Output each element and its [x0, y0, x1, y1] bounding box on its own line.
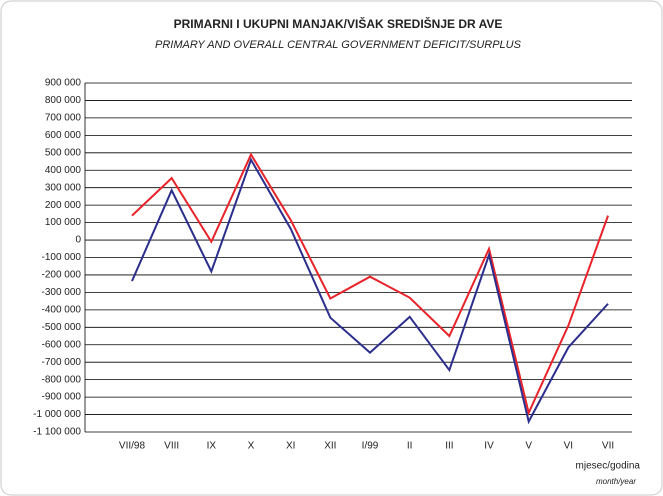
y-tick-label: 700 000	[45, 113, 82, 124]
chart-title: PRIMARNI I UKUPNI MANJAK/VIŠAK SREDIŠNJE…	[174, 16, 503, 31]
x-tick-label: VIII	[164, 441, 179, 452]
y-tick-label: -1 000 000	[33, 409, 81, 420]
x-tick-label: III	[445, 441, 453, 452]
y-tick-label: -300 000	[42, 287, 82, 298]
x-tick-label: VII/98	[119, 441, 146, 452]
x-tick-label: V	[525, 441, 532, 452]
x-tick-label: IV	[484, 441, 494, 452]
x-tick-label: VII	[602, 441, 614, 452]
y-tick-label: -400 000	[42, 304, 82, 315]
y-tick-label: 300 000	[45, 182, 82, 193]
y-tick-label: -900 000	[42, 392, 82, 403]
y-tick-label: 100 000	[45, 217, 82, 228]
x-axis-label-en: month/year	[596, 477, 636, 486]
y-tick-label: 400 000	[45, 165, 82, 176]
y-tick-label: 800 000	[45, 95, 82, 106]
y-tick-label: 600 000	[45, 130, 82, 141]
x-tick-label: XII	[324, 441, 336, 452]
chart-subtitle: PRIMARY AND OVERALL CENTRAL GOVERNMENT D…	[155, 39, 522, 51]
y-tick-label: -500 000	[42, 322, 82, 333]
y-tick-label: -200 000	[42, 270, 82, 281]
y-tick-label: 0	[75, 235, 81, 246]
y-tick-label: 200 000	[45, 200, 82, 211]
x-tick-label: XI	[286, 441, 295, 452]
x-axis-label: mjesec/godina	[576, 461, 641, 472]
y-tick-label: -1 100 000	[33, 427, 81, 438]
y-tick-label: -800 000	[42, 374, 82, 385]
x-tick-label: II	[407, 441, 413, 452]
y-tick-label: -700 000	[42, 357, 82, 368]
x-tick-label: X	[248, 441, 255, 452]
x-tick-label: VI	[564, 441, 573, 452]
x-tick-label: IX	[207, 441, 217, 452]
y-tick-label: -600 000	[42, 339, 82, 350]
x-tick-label: I/99	[362, 441, 379, 452]
series-line	[131, 152, 609, 416]
y-tick-label: -100 000	[42, 252, 82, 263]
y-tick-label: 900 000	[45, 78, 82, 89]
series-line	[131, 157, 609, 425]
y-tick-label: 500 000	[45, 147, 82, 158]
